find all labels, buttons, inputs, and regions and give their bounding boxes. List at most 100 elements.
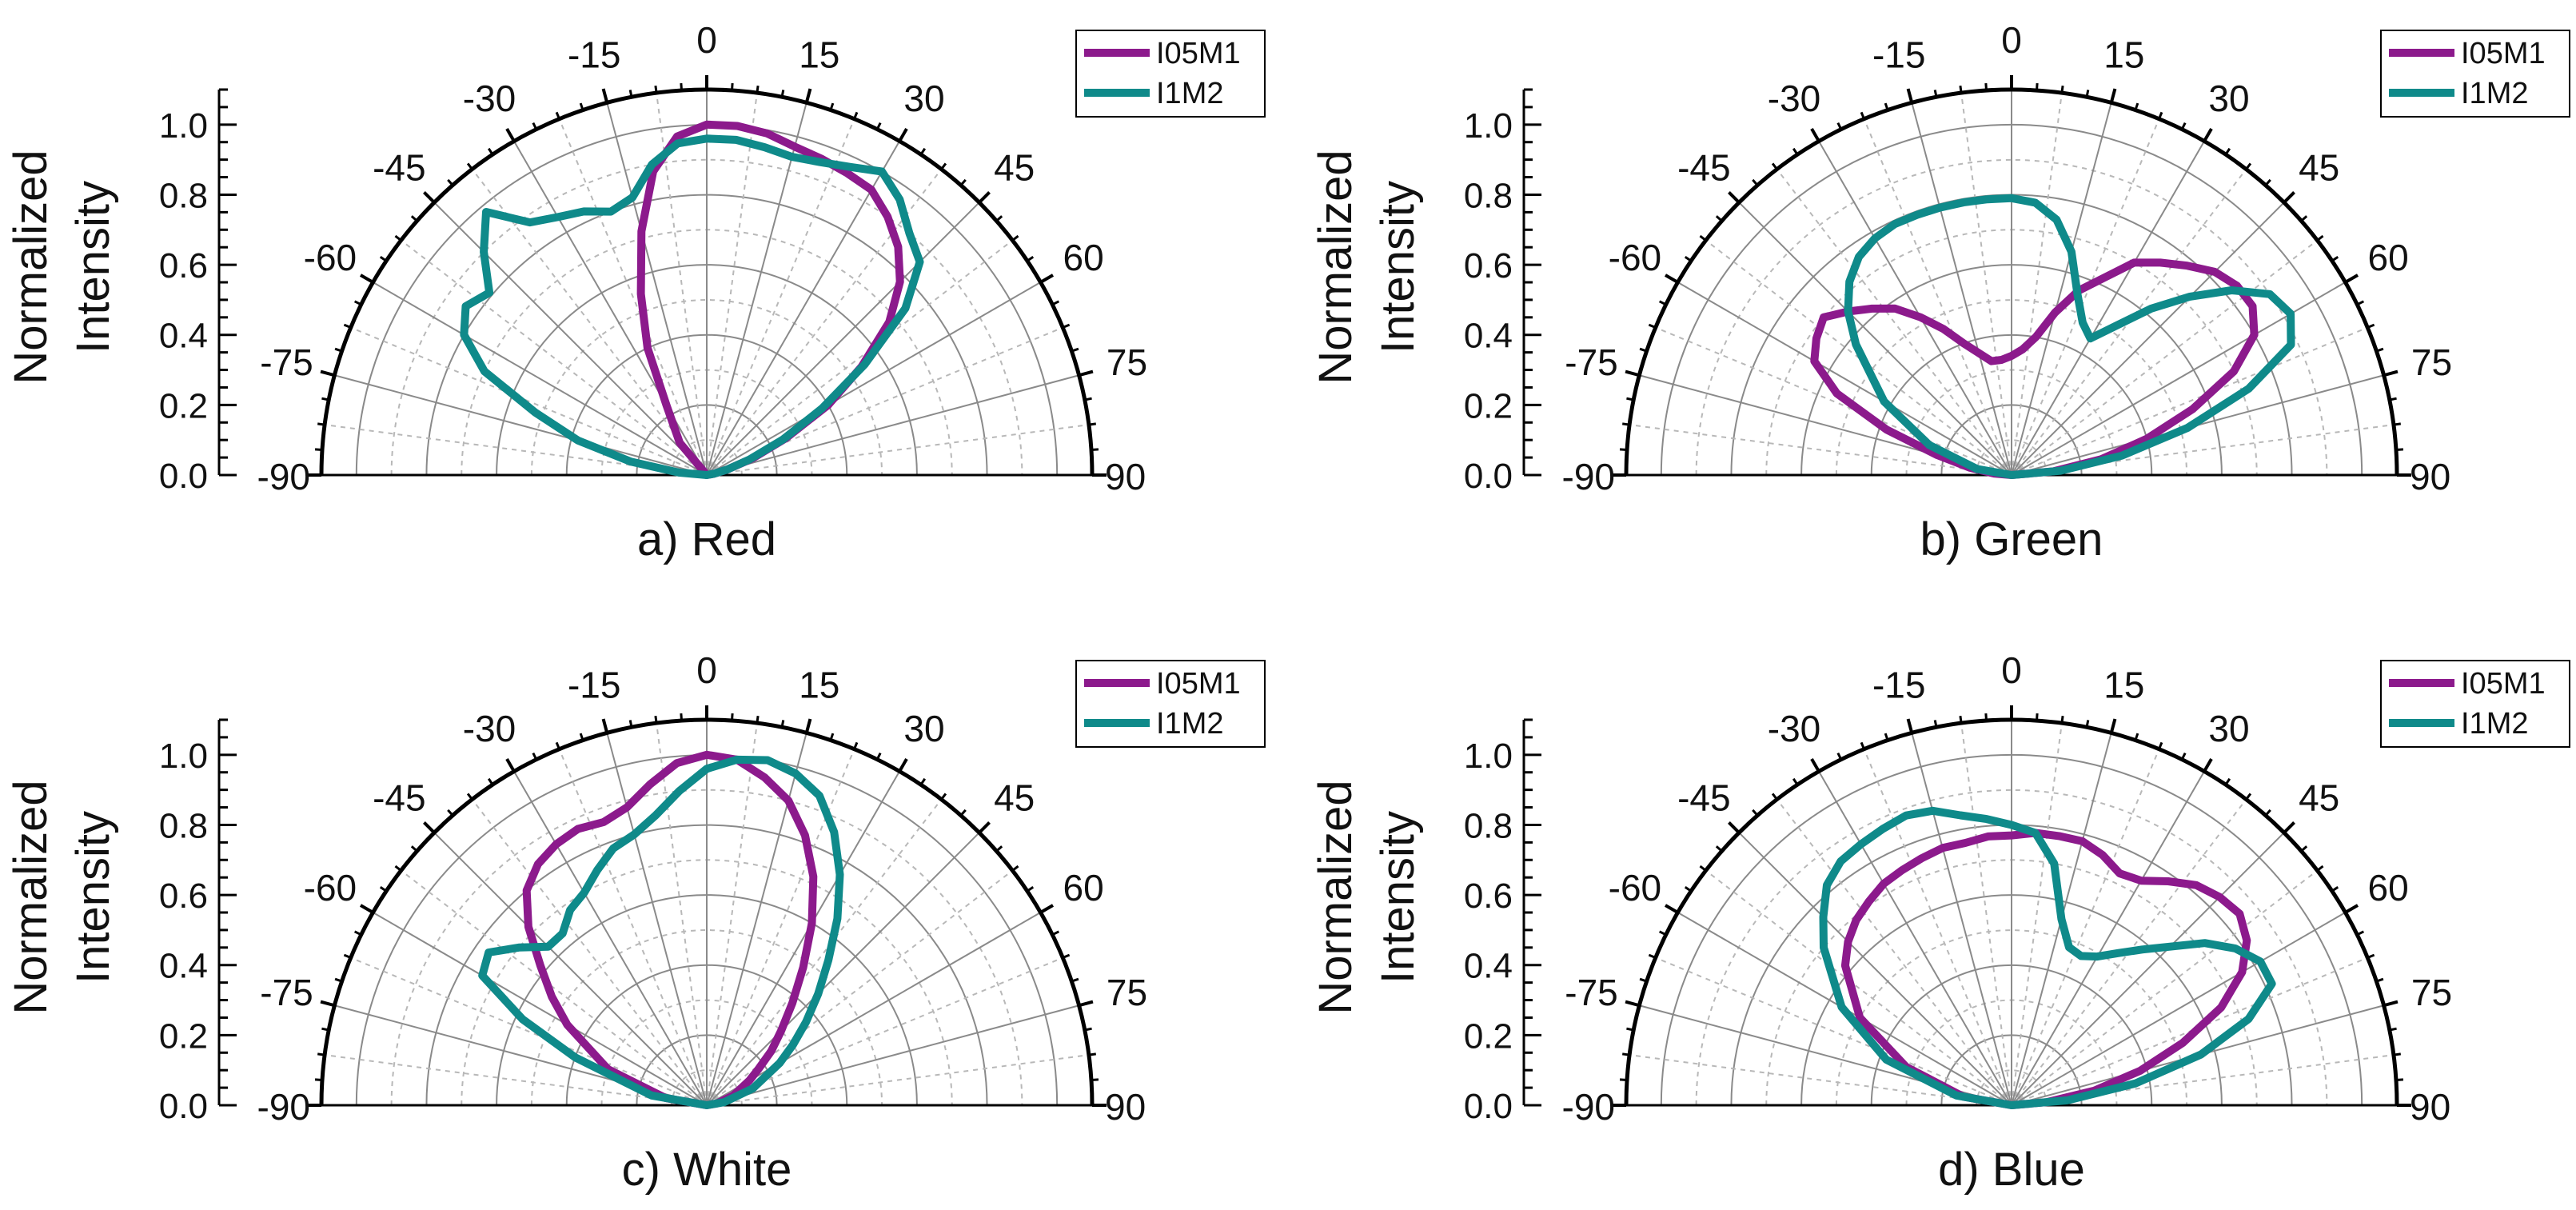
major-grid-spoke [1738, 202, 2012, 476]
legend-box [1075, 30, 1266, 118]
angle-minor-tick [628, 90, 633, 98]
major-grid-spoke [1911, 102, 2012, 476]
major-grid-spoke [706, 202, 980, 476]
angle-minor-tick [555, 111, 560, 120]
minor-grid-spoke [558, 118, 708, 476]
angle-minor-tick [2331, 885, 2339, 893]
angle-tick-label: -60 [304, 237, 357, 278]
angle-minor-tick [2060, 86, 2064, 94]
radial-tick-label: 0.8 [1464, 176, 1513, 215]
polar-chart-3: -90 -75 -60 -45 -30 -15 0 15 30 45 60 75 90 0.0 0.2 0.4… [5, 649, 1266, 1196]
angle-minor-tick [410, 845, 418, 853]
angle-minor-tick [1715, 215, 1723, 222]
angle-tick-label: -75 [260, 341, 313, 383]
angle-tick-label: -90 [257, 1086, 310, 1128]
radial-tick-label: 0.0 [1464, 457, 1513, 496]
radial-tick-label: 0.6 [159, 877, 208, 916]
legend-box [2380, 660, 2570, 748]
angle-minor-tick [1792, 147, 1799, 156]
angle-tick-label: 0 [696, 19, 717, 61]
angle-minor-tick [1639, 977, 1648, 983]
angle-minor-tick [1984, 82, 1988, 91]
series-line-i1m2 [1844, 194, 2295, 479]
angle-tick-label: 90 [2410, 456, 2450, 497]
minor-grid-spoke [324, 424, 708, 476]
minor-grid-spoke [350, 956, 708, 1106]
angle-tick-label: 45 [2299, 777, 2339, 818]
angle-minor-tick [731, 82, 734, 91]
major-grid-spoke [513, 771, 708, 1106]
angle-tick-label: -30 [463, 78, 516, 119]
angle-minor-tick [1051, 930, 1060, 936]
major-grid-spoke [373, 282, 708, 476]
angle-minor-tick [1884, 733, 1889, 741]
minor-grid-spoke [2011, 118, 2160, 476]
radial-tick-label: 0.0 [159, 1087, 208, 1126]
angle-major-tick [2344, 904, 2359, 914]
minor-grid-spoke [1629, 424, 2012, 476]
angle-minor-tick [2060, 716, 2064, 724]
angle-tick-label: 30 [903, 708, 944, 749]
angle-major-tick [2109, 88, 2117, 103]
angle-minor-tick [2367, 953, 2375, 959]
angle-major-tick [601, 88, 609, 103]
angle-tick-label: 60 [2368, 237, 2409, 278]
minor-grid-spoke [1629, 1054, 2012, 1106]
major-grid-spoke [706, 1004, 1079, 1106]
angle-tick-label: 15 [2103, 34, 2144, 76]
angle-major-tick [1906, 88, 1914, 103]
y-axis-title-line: Intensity [1372, 181, 1424, 353]
angle-tick-label: -90 [257, 456, 310, 497]
angle-major-tick [1039, 274, 1055, 284]
legend-label: I1M2 [1156, 77, 1223, 110]
angle-minor-tick [1699, 865, 1707, 872]
angle-minor-tick [2085, 90, 2090, 98]
radial-tick-label: 0.6 [159, 246, 208, 286]
angle-major-tick [898, 127, 908, 142]
angular-axis-arc [1624, 717, 2399, 1106]
minor-grid-spoke [2011, 326, 2368, 476]
angle-minor-tick [780, 720, 785, 728]
angle-major-tick [2283, 821, 2295, 834]
angle-tick-label: 15 [799, 34, 839, 76]
major-grid-spoke [513, 141, 708, 476]
angle-tick-label: 60 [1063, 867, 1104, 908]
major-grid-spoke [606, 733, 708, 1106]
y-axis-title: Normalized Intensity [1310, 780, 1424, 1014]
angle-minor-tick [995, 845, 1003, 853]
angle-minor-tick [1011, 234, 1019, 242]
angle-minor-tick [2264, 178, 2271, 186]
angle-minor-tick [532, 122, 538, 130]
major-grid-spoke [2011, 912, 2346, 1106]
series-line-i05m1 [1810, 258, 2259, 479]
legend-box [1075, 660, 1266, 748]
angle-minor-tick [1626, 1027, 1634, 1032]
angle-minor-tick [2393, 422, 2401, 426]
angle-major-tick [2383, 369, 2399, 377]
major-grid-spoke [2011, 102, 2112, 476]
minor-grid-spoke [1960, 722, 2012, 1106]
angle-minor-tick [1836, 752, 1843, 761]
angle-minor-tick [1648, 953, 1657, 959]
polar-chart-4: -90 -75 -60 -45 -30 -15 0 15 30 45 60 75 90 0.0 0.2 0.4… [1310, 649, 2570, 1196]
polar-chart-1: -90 -75 -60 -45 -30 -15 0 15 30 45 60 75 90 0.0 0.2 0.4… [5, 19, 1266, 565]
radial-tick-label: 0.2 [1464, 1016, 1513, 1056]
angle-tick-label: -60 [1609, 867, 1661, 908]
angle-minor-tick [1071, 977, 1079, 983]
angle-minor-tick [1752, 809, 1759, 817]
y-axis-title: Normalized Intensity [5, 780, 119, 1014]
major-grid-spoke [706, 912, 1041, 1106]
angle-tick-label: -45 [1677, 777, 1730, 818]
minor-grid-spoke [1655, 956, 2012, 1106]
angle-minor-tick [780, 90, 785, 98]
angle-minor-tick [853, 741, 859, 750]
angle-major-tick [2283, 191, 2295, 204]
major-grid-spoke [1818, 141, 2012, 476]
radial-tick-label: 0.6 [1464, 246, 1513, 286]
angle-minor-tick [2375, 977, 2384, 983]
minor-grid-spoke [1863, 749, 2012, 1106]
major-grid-spoke [1911, 733, 2012, 1106]
major-grid-spoke [1818, 771, 2012, 1106]
radial-tick-label: 0.2 [159, 386, 208, 425]
angle-major-tick [359, 904, 374, 914]
